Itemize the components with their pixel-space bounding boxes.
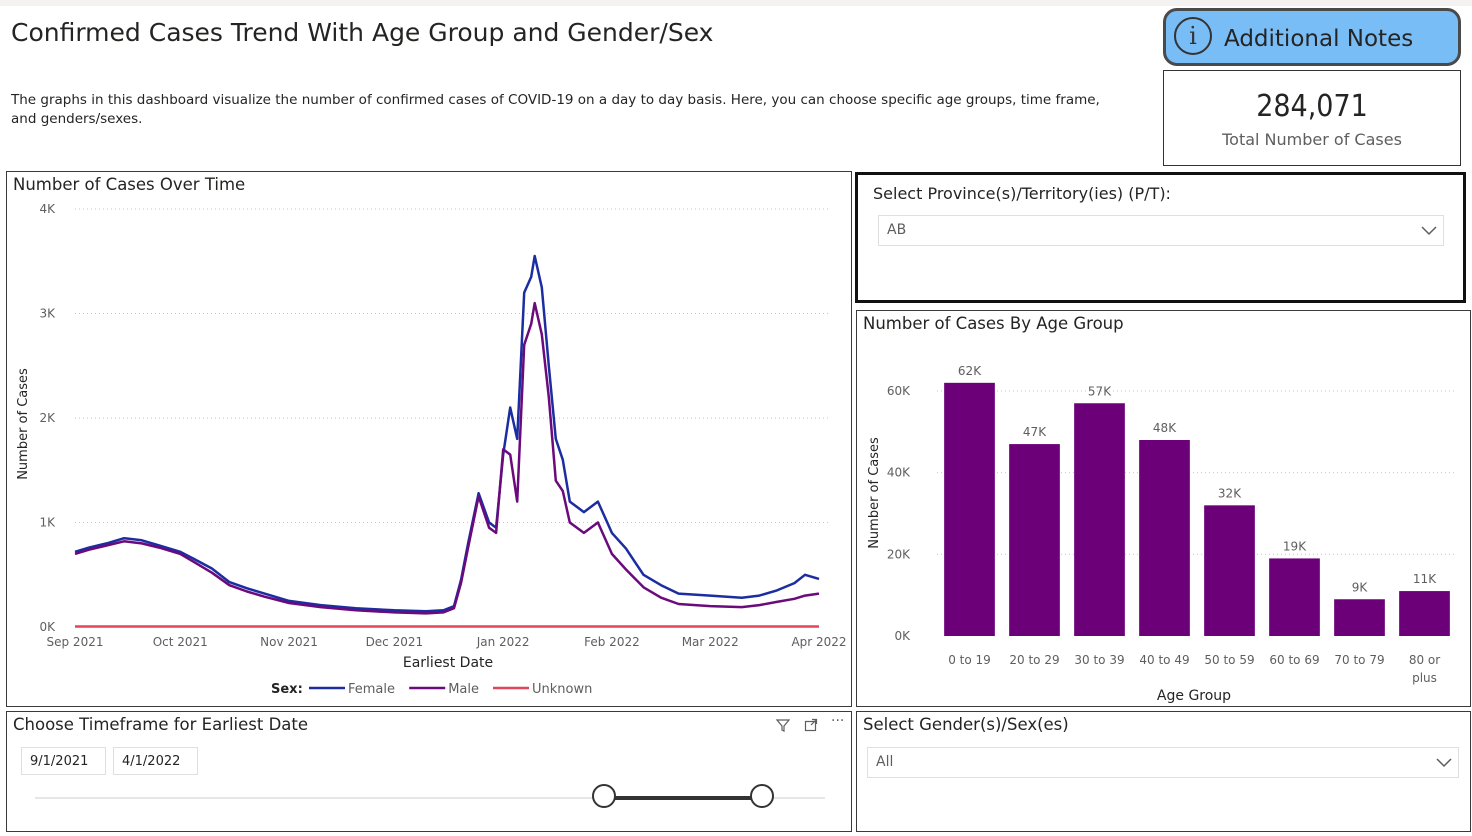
bar-y-tick-label: 20K <box>887 547 911 561</box>
bar-x-tick-label: 50 to 59 <box>1204 653 1254 667</box>
line-series-male <box>74 301 820 615</box>
line-chart-title: Number of Cases Over Time <box>13 175 246 194</box>
province-dropdown[interactable]: AB <box>878 215 1444 246</box>
gender-dropdown[interactable]: All <box>867 747 1459 778</box>
bar-data-label: 9K <box>1352 580 1369 594</box>
bar-x-axis-label: Age Group <box>1157 688 1231 704</box>
bar-y-axis-label: Number of Cases <box>867 437 882 549</box>
province-slicer-label: Select Province(s)/Territory(ies) (P/T): <box>873 184 1171 203</box>
page-description: The graphs in this dashboard visualize t… <box>11 92 1100 127</box>
start-date-input[interactable]: 9/1/2021 <box>21 747 106 775</box>
bar-50-to-59 <box>1204 505 1255 636</box>
bar-30-to-39 <box>1074 403 1125 636</box>
line-x-tick-label: Oct 2021 <box>153 635 208 649</box>
province-slicer-panel: Select Province(s)/Territory(ies) (P/T):… <box>855 172 1466 303</box>
page-title: Confirmed Cases Trend With Age Group and… <box>11 18 714 47</box>
line-x-tick-label: Jan 2022 <box>476 635 530 649</box>
line-x-tick-label: Sep 2021 <box>47 635 104 649</box>
bar-data-label: 32K <box>1218 486 1242 500</box>
bar-x-tick-label: 70 to 79 <box>1334 653 1384 667</box>
chevron-down-icon <box>1436 758 1452 768</box>
line-x-tick-label: Nov 2021 <box>260 635 318 649</box>
bar-0-to-19 <box>944 382 995 636</box>
additional-notes-button[interactable]: i Additional Notes <box>1163 8 1461 66</box>
bar-80-or-plus <box>1399 591 1450 636</box>
bar-60-to-69 <box>1269 558 1320 636</box>
bar-x-tick-label: 80 or <box>1409 653 1440 667</box>
top-strip <box>0 0 1472 6</box>
province-selected-value: AB <box>887 222 907 238</box>
slider-end-handle[interactable] <box>749 784 774 808</box>
gender-slicer-panel: Select Gender(s)/Sex(es) All <box>856 711 1471 832</box>
bar-x-tick-label: 30 to 39 <box>1074 653 1124 667</box>
bar-data-label: 47K <box>1023 425 1047 439</box>
gender-slicer-label: Select Gender(s)/Sex(es) <box>863 715 1069 734</box>
bar-y-tick-label: 0K <box>894 629 911 643</box>
slider-range-fill <box>603 796 762 800</box>
bar-data-label: 19K <box>1283 539 1307 553</box>
end-date-input[interactable]: 4/1/2022 <box>113 747 198 775</box>
filter-icon[interactable] <box>775 718 791 736</box>
line-y-axis-label: Number of Cases <box>16 368 31 480</box>
bar-x-tick-label: 20 to 29 <box>1009 653 1059 667</box>
bar-70-to-79 <box>1334 599 1385 636</box>
timeframe-slider[interactable] <box>35 784 825 808</box>
cases-by-age-panel: Number of Cases By Age Group 0K 20K 40K 60K… <box>856 310 1471 707</box>
line-y-tick-label: 4K <box>39 202 56 216</box>
bar-data-label: 57K <box>1088 384 1112 398</box>
bar-chart: 0K 20K 40K 60K 62K 0 to 19 47K 20 to 29 57K 30 t… <box>867 364 1457 704</box>
bar-y-tick-label: 40K <box>887 466 911 480</box>
legend-title: Sex: <box>271 682 303 697</box>
cases-over-time-panel: Number of Cases Over Time 0K 1K 2K 3K 4K Sep … <box>6 171 852 707</box>
line-x-tick-label: Mar 2022 <box>682 635 739 649</box>
legend-label-unknown: Unknown <box>532 682 592 697</box>
gender-selected-value: All <box>876 754 894 770</box>
line-x-tick-label: Dec 2021 <box>366 635 424 649</box>
bar-x-tick-label: plus <box>1412 671 1437 685</box>
bar-40-to-49 <box>1139 440 1190 636</box>
line-y-tick-label: 0K <box>39 620 56 634</box>
line-x-tick-label: Feb 2022 <box>584 635 640 649</box>
bar-data-label: 11K <box>1413 572 1437 586</box>
line-y-tick-label: 1K <box>39 516 56 530</box>
total-cases-card: 284,071 Total Number of Cases <box>1163 70 1461 166</box>
bar-x-tick-label: 40 to 49 <box>1139 653 1189 667</box>
info-icon: i <box>1174 17 1212 55</box>
additional-notes-label: Additional Notes <box>1224 26 1414 52</box>
legend-label-male: Male <box>448 682 479 697</box>
line-y-tick-label: 3K <box>39 307 56 321</box>
more-options-icon[interactable]: ··· <box>831 713 845 729</box>
bar-data-label: 48K <box>1153 421 1177 435</box>
bar-x-tick-label: 60 to 69 <box>1269 653 1319 667</box>
bar-20-to-29 <box>1009 444 1060 636</box>
timeframe-panel: Choose Timeframe for Earliest Date ··· 9… <box>6 711 852 832</box>
legend-label-female: Female <box>348 682 395 697</box>
slider-start-handle[interactable] <box>591 784 616 808</box>
line-chart: 0K 1K 2K 3K 4K Sep 2021 Oct 2021 Nov 2021 Dec 20… <box>16 202 847 697</box>
bar-chart-title: Number of Cases By Age Group <box>863 314 1124 333</box>
total-cases-caption: Total Number of Cases <box>1222 130 1402 149</box>
line-x-tick-label: Apr 2022 <box>791 635 846 649</box>
focus-mode-icon[interactable] <box>804 718 818 736</box>
bar-x-tick-label: 0 to 19 <box>948 653 991 667</box>
bar-data-label: 62K <box>958 364 982 378</box>
line-x-axis-label: Earliest Date <box>403 655 493 671</box>
bar-y-tick-label: 60K <box>887 384 911 398</box>
timeframe-title: Choose Timeframe for Earliest Date <box>13 715 309 734</box>
line-y-tick-label: 2K <box>39 411 56 425</box>
total-cases-value: 284,071 <box>1256 89 1368 124</box>
chevron-down-icon <box>1421 226 1437 236</box>
